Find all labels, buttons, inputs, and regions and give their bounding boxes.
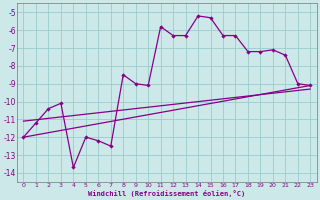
X-axis label: Windchill (Refroidissement éolien,°C): Windchill (Refroidissement éolien,°C) [88, 190, 245, 197]
